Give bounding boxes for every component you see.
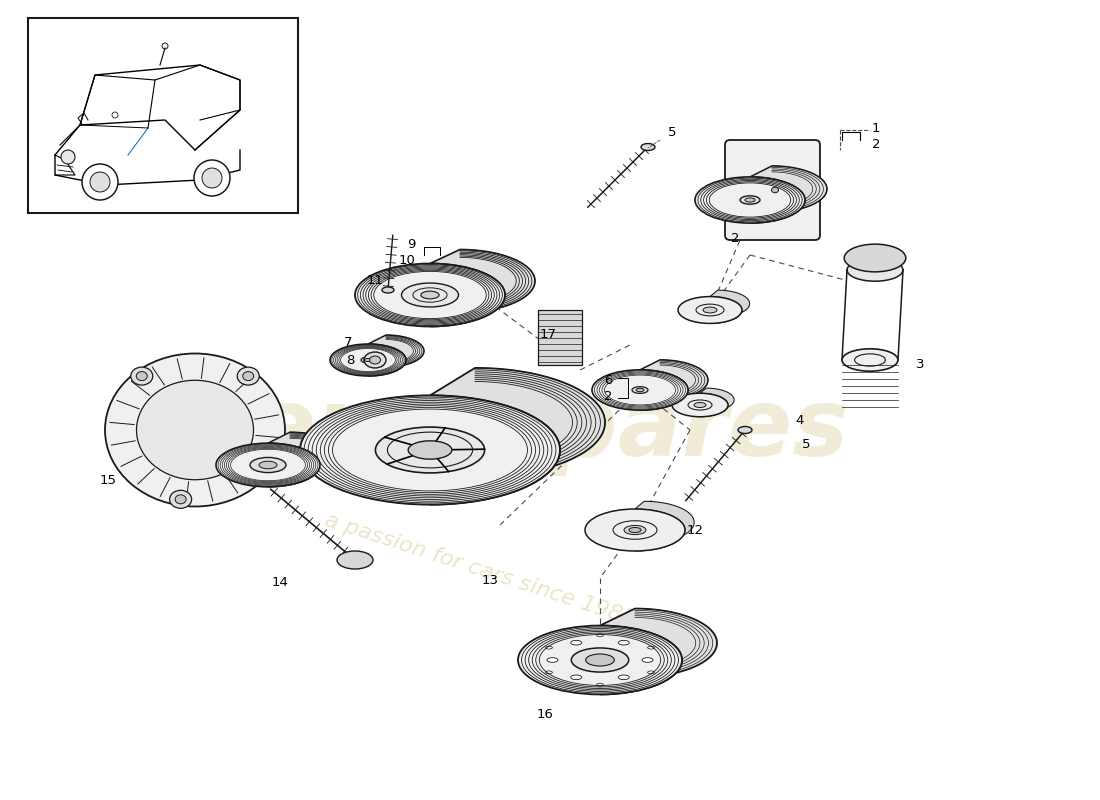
Text: 13: 13 xyxy=(482,574,498,586)
Ellipse shape xyxy=(402,283,459,307)
Ellipse shape xyxy=(842,349,898,371)
Polygon shape xyxy=(430,368,605,505)
Text: 11: 11 xyxy=(366,274,384,286)
Ellipse shape xyxy=(618,640,629,645)
Text: 2: 2 xyxy=(871,138,880,150)
Polygon shape xyxy=(268,432,342,487)
Circle shape xyxy=(60,150,75,164)
Circle shape xyxy=(82,164,118,200)
Polygon shape xyxy=(710,290,749,323)
Ellipse shape xyxy=(104,354,285,506)
Text: 1: 1 xyxy=(871,122,880,134)
Ellipse shape xyxy=(408,441,452,459)
Ellipse shape xyxy=(629,527,641,533)
Ellipse shape xyxy=(547,658,558,662)
Text: 7: 7 xyxy=(343,337,352,350)
Text: 15: 15 xyxy=(99,474,117,486)
Ellipse shape xyxy=(642,658,653,662)
Bar xyxy=(538,310,582,365)
Circle shape xyxy=(202,168,222,188)
Ellipse shape xyxy=(243,371,254,381)
Ellipse shape xyxy=(136,371,147,381)
Polygon shape xyxy=(600,609,717,694)
Circle shape xyxy=(194,160,230,196)
Ellipse shape xyxy=(571,648,629,672)
Ellipse shape xyxy=(847,258,903,282)
Text: 16: 16 xyxy=(537,709,553,722)
Polygon shape xyxy=(430,250,535,326)
Text: 3: 3 xyxy=(915,358,924,371)
Ellipse shape xyxy=(131,367,153,385)
Polygon shape xyxy=(635,502,694,551)
Ellipse shape xyxy=(216,443,320,487)
Ellipse shape xyxy=(768,185,782,195)
Ellipse shape xyxy=(421,291,439,299)
Polygon shape xyxy=(368,335,424,376)
Ellipse shape xyxy=(636,388,644,392)
Ellipse shape xyxy=(624,526,646,534)
Text: 2: 2 xyxy=(730,231,739,245)
Ellipse shape xyxy=(585,654,614,666)
Ellipse shape xyxy=(136,380,253,480)
Ellipse shape xyxy=(250,458,286,473)
Text: 6: 6 xyxy=(604,374,613,386)
Ellipse shape xyxy=(370,356,381,364)
Ellipse shape xyxy=(678,297,743,323)
Ellipse shape xyxy=(571,640,582,645)
Ellipse shape xyxy=(361,357,375,363)
Text: 5: 5 xyxy=(802,438,811,451)
Ellipse shape xyxy=(238,367,260,385)
Ellipse shape xyxy=(738,426,752,434)
Ellipse shape xyxy=(745,198,755,202)
Text: 5: 5 xyxy=(668,126,676,139)
Polygon shape xyxy=(640,360,708,410)
Ellipse shape xyxy=(592,370,688,410)
Ellipse shape xyxy=(518,626,682,694)
Ellipse shape xyxy=(364,352,386,368)
Text: 14: 14 xyxy=(272,575,288,589)
Text: eurospares: eurospares xyxy=(251,384,849,476)
Ellipse shape xyxy=(364,358,372,362)
Bar xyxy=(28,18,298,213)
Ellipse shape xyxy=(632,386,648,394)
Polygon shape xyxy=(750,166,827,223)
Ellipse shape xyxy=(175,495,186,504)
Text: 4: 4 xyxy=(795,414,804,426)
Ellipse shape xyxy=(300,395,560,505)
Ellipse shape xyxy=(355,263,505,326)
Polygon shape xyxy=(700,388,734,417)
Ellipse shape xyxy=(771,187,779,193)
Ellipse shape xyxy=(641,143,654,150)
Text: 8: 8 xyxy=(345,354,354,366)
Ellipse shape xyxy=(258,462,277,469)
FancyBboxPatch shape xyxy=(725,140,820,240)
Ellipse shape xyxy=(672,394,728,417)
Ellipse shape xyxy=(844,244,905,272)
Ellipse shape xyxy=(169,490,191,508)
Text: 10: 10 xyxy=(398,254,415,267)
Ellipse shape xyxy=(337,551,373,569)
Ellipse shape xyxy=(740,196,760,204)
Ellipse shape xyxy=(375,427,485,473)
Text: 2: 2 xyxy=(604,390,613,402)
Ellipse shape xyxy=(618,675,629,680)
Ellipse shape xyxy=(694,402,706,407)
Ellipse shape xyxy=(571,675,582,680)
Text: 12: 12 xyxy=(686,523,704,537)
Ellipse shape xyxy=(695,177,805,223)
Text: 17: 17 xyxy=(539,329,557,342)
Circle shape xyxy=(90,172,110,192)
Text: a passion for cars since 1985: a passion for cars since 1985 xyxy=(322,510,638,630)
Text: 9: 9 xyxy=(407,238,415,251)
Ellipse shape xyxy=(330,344,406,376)
Ellipse shape xyxy=(585,509,685,551)
Ellipse shape xyxy=(382,287,394,293)
Ellipse shape xyxy=(703,307,717,313)
